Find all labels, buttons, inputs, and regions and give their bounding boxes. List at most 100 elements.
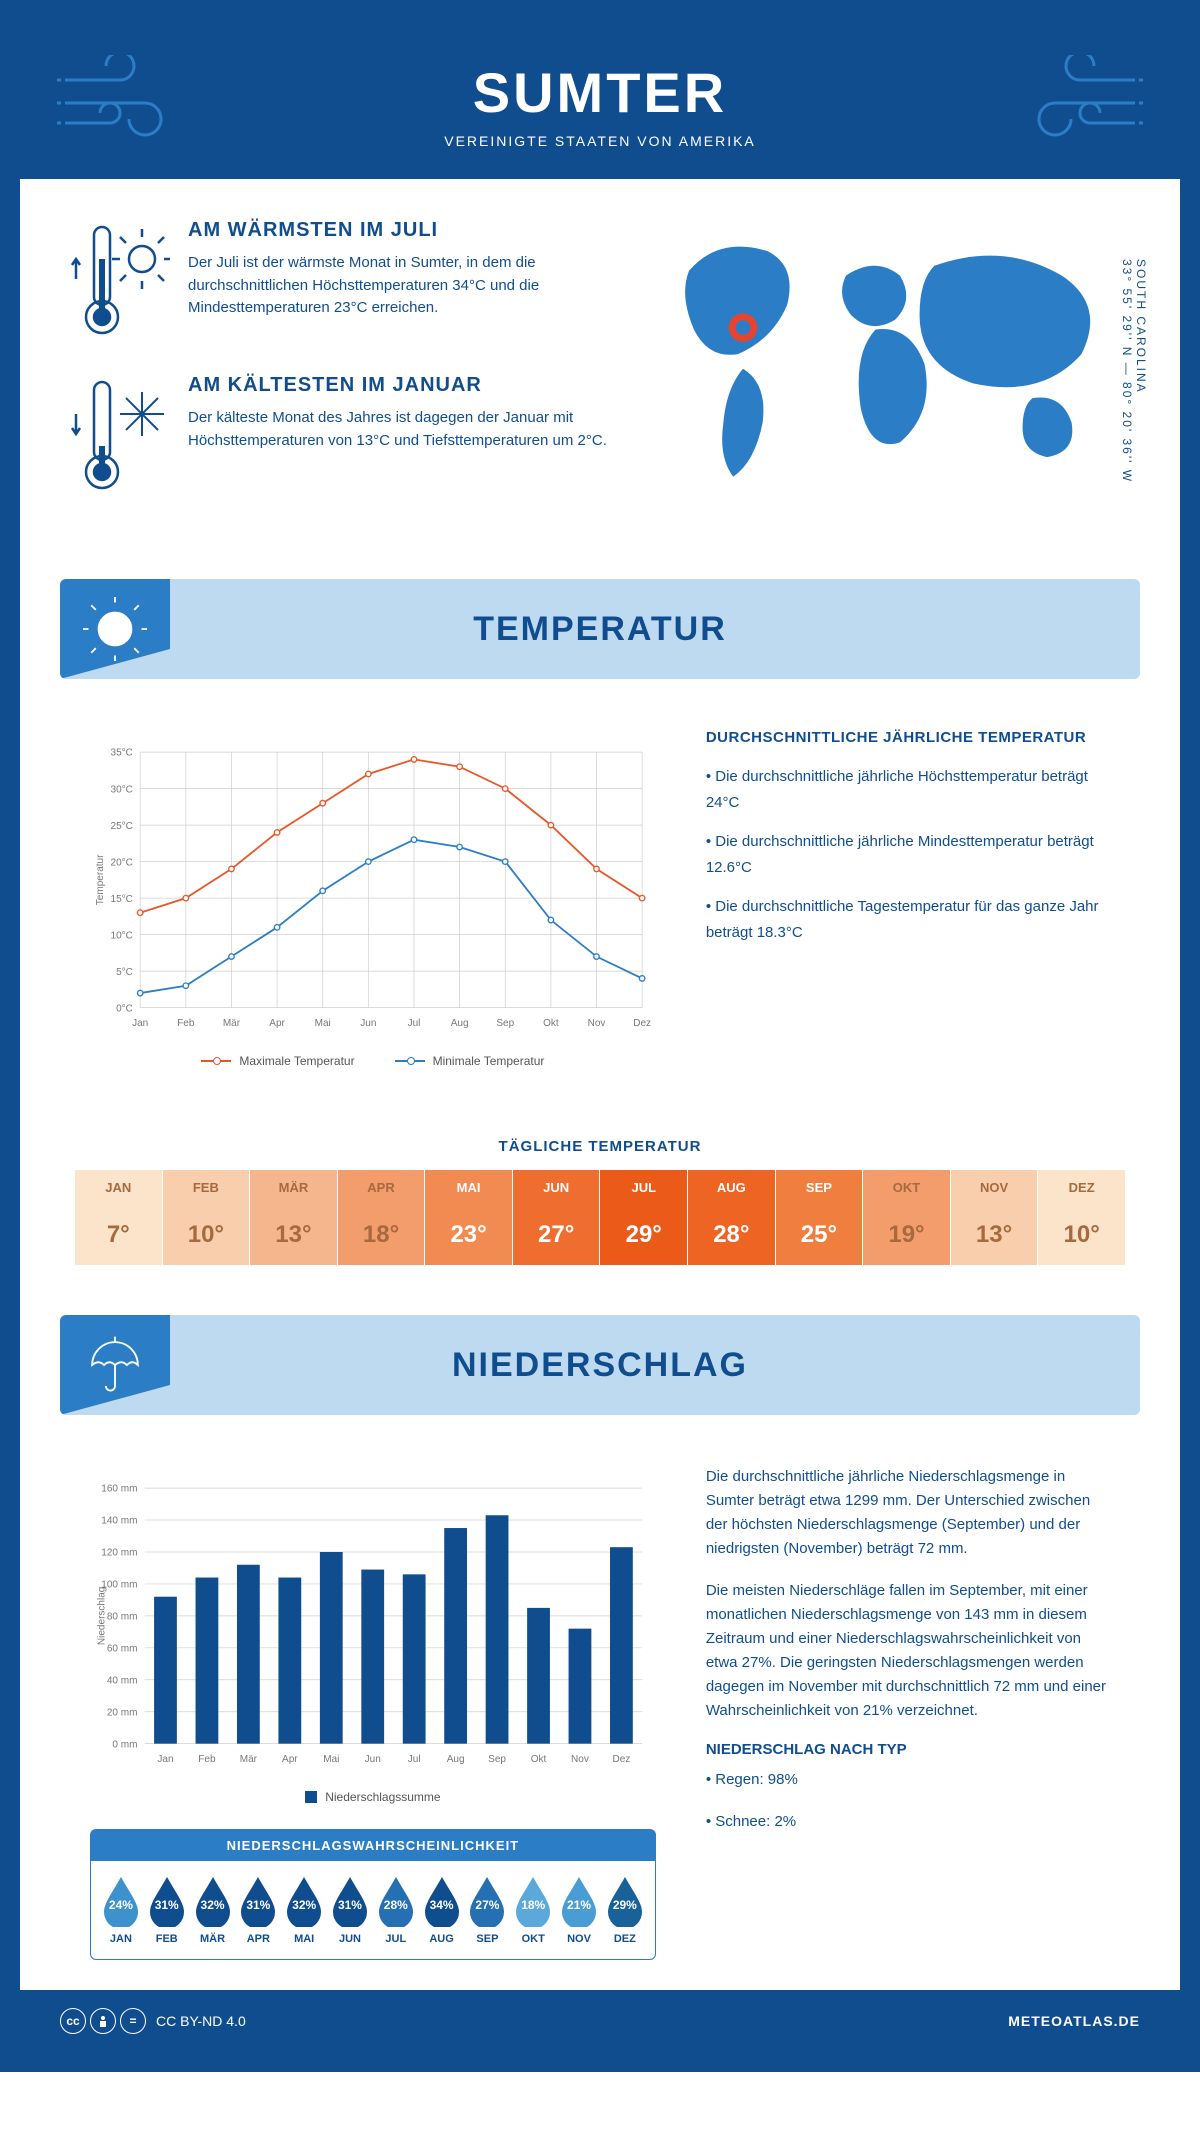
raindrop-icon: 34%: [421, 1875, 463, 1927]
facts: AM WÄRMSTEN IM JULI Der Juli ist der wär…: [70, 219, 610, 529]
precip-para: Die meisten Niederschläge fallen im Sept…: [706, 1579, 1110, 1723]
legend-min-label: Minimale Temperatur: [433, 1054, 545, 1068]
svg-text:60 mm: 60 mm: [107, 1643, 138, 1654]
section-temp-title: TEMPERATUR: [473, 610, 727, 649]
footer-site: METEOATLAS.DE: [1008, 2013, 1140, 2029]
temp-cell: JUL 29°: [600, 1170, 688, 1265]
prob-cell: 28% JUL: [374, 1875, 418, 1945]
temp-cell: NOV 13°: [951, 1170, 1039, 1265]
prob-value: 31%: [155, 1898, 179, 1912]
thermometer-snow-icon: [70, 374, 170, 499]
precip-para: Die durchschnittliche jährliche Niedersc…: [706, 1465, 1110, 1561]
prob-month: JUL: [374, 1933, 418, 1945]
prob-value: 34%: [430, 1898, 454, 1912]
temp-legend: Maximale Temperatur Minimale Temperatur: [90, 1054, 656, 1068]
world-map-icon: [640, 219, 1130, 499]
prob-month: AUG: [420, 1933, 464, 1945]
svg-text:0°C: 0°C: [116, 1003, 133, 1014]
fact-warm: AM WÄRMSTEN IM JULI Der Juli ist der wär…: [70, 219, 610, 344]
svg-text:160 mm: 160 mm: [101, 1484, 137, 1495]
precip-type-item: • Regen: 98%: [706, 1768, 1110, 1792]
fact-cold-title: AM KÄLTESTEN IM JANUAR: [188, 374, 610, 397]
prob-cell: 27% SEP: [466, 1875, 510, 1945]
prob-month: OKT: [511, 1933, 555, 1945]
svg-text:Dez: Dez: [613, 1754, 631, 1765]
prob-cell: 32% MAI: [282, 1875, 326, 1945]
prob-month: JAN: [99, 1933, 143, 1945]
svg-text:Temperatur: Temperatur: [95, 854, 106, 905]
cc-icons: cc =: [60, 2008, 146, 2034]
svg-text:Mär: Mär: [240, 1754, 258, 1765]
prob-value: 31%: [246, 1898, 270, 1912]
raindrop-icon: 24%: [100, 1875, 142, 1927]
temp-cell: FEB 10°: [163, 1170, 251, 1265]
legend-max: Maximale Temperatur: [201, 1054, 354, 1068]
svg-text:Aug: Aug: [451, 1018, 469, 1029]
prob-cell: 21% NOV: [557, 1875, 601, 1945]
legend-precip-label: Niederschlagssumme: [325, 1790, 440, 1804]
svg-text:Jan: Jan: [157, 1754, 173, 1765]
fact-cold: AM KÄLTESTEN IM JANUAR Der kälteste Mona…: [70, 374, 610, 499]
section-temp-bar: TEMPERATUR: [60, 579, 1140, 679]
prob-value: 32%: [292, 1898, 316, 1912]
legend-precip: Niederschlagssumme: [305, 1790, 440, 1804]
prob-value: 24%: [109, 1898, 133, 1912]
thermometer-sun-icon: [70, 219, 170, 344]
svg-text:Jun: Jun: [360, 1018, 376, 1029]
prob-cell: 24% JAN: [99, 1875, 143, 1945]
svg-text:5°C: 5°C: [116, 967, 133, 978]
svg-text:Niederschlag: Niederschlag: [97, 1587, 108, 1645]
precip-legend: Niederschlagssumme: [90, 1790, 656, 1804]
prob-cell: 31% APR: [236, 1875, 280, 1945]
raindrop-icon: 31%: [329, 1875, 371, 1927]
page-title: SUMTER: [40, 60, 1160, 125]
coords-state: SOUTH CAROLINA: [1134, 259, 1148, 394]
svg-text:Mär: Mär: [223, 1018, 241, 1029]
coords-value: 33° 55' 29'' N — 80° 20' 36'' W: [1120, 259, 1134, 483]
svg-text:120 mm: 120 mm: [101, 1548, 137, 1559]
temp-cell: OKT 19°: [863, 1170, 951, 1265]
prob-value: 31%: [338, 1898, 362, 1912]
temp-cell: JAN 7°: [75, 1170, 163, 1265]
svg-text:15°C: 15°C: [111, 894, 133, 905]
temp-cell: APR 18°: [338, 1170, 426, 1265]
svg-text:Mai: Mai: [323, 1754, 339, 1765]
svg-text:Aug: Aug: [447, 1754, 465, 1765]
temp-body: 0°C5°C10°C15°C20°C25°C30°C35°CJanFebMärA…: [20, 709, 1180, 1108]
temp-cell: SEP 25°: [776, 1170, 864, 1265]
prob-cell: 31% JUN: [328, 1875, 372, 1945]
legend-max-label: Maximale Temperatur: [239, 1054, 354, 1068]
temp-cell: DEZ 10°: [1038, 1170, 1125, 1265]
svg-text:80 mm: 80 mm: [107, 1612, 138, 1623]
raindrop-icon: 21%: [558, 1875, 600, 1927]
temp-text: DURCHSCHNITTLICHE JÄHRLICHE TEMPERATUR •…: [706, 729, 1110, 1068]
temp-bullet: • Die durchschnittliche jährliche Mindes…: [706, 829, 1110, 880]
fact-cold-text: AM KÄLTESTEN IM JANUAR Der kälteste Mona…: [188, 374, 610, 499]
prob-month: DEZ: [603, 1933, 647, 1945]
temp-bullet: • Die durchschnittliche jährliche Höchst…: [706, 764, 1110, 815]
coords-label: SOUTH CAROLINA 33° 55' 29'' N — 80° 20' …: [1120, 259, 1148, 483]
temp-text-heading: DURCHSCHNITTLICHE JÄHRLICHE TEMPERATUR: [706, 729, 1110, 746]
by-icon: [90, 2008, 116, 2034]
prob-month: JUN: [328, 1933, 372, 1945]
raindrop-icon: 31%: [237, 1875, 279, 1927]
svg-text:20°C: 20°C: [111, 857, 133, 868]
svg-text:Jul: Jul: [408, 1018, 421, 1029]
precip-prob-title: NIEDERSCHLAGSWAHRSCHEINLICHKEIT: [91, 1830, 655, 1861]
prob-month: FEB: [145, 1933, 189, 1945]
svg-text:0 mm: 0 mm: [112, 1739, 137, 1750]
page: SUMTER VEREINIGTE STAATEN VON AMERIKA AM…: [0, 0, 1200, 2072]
precip-text: Die durchschnittliche jährliche Niedersc…: [706, 1465, 1110, 1960]
svg-text:20 mm: 20 mm: [107, 1707, 138, 1718]
section-precip-title: NIEDERSCHLAG: [452, 1346, 748, 1385]
map-area: SOUTH CAROLINA 33° 55' 29'' N — 80° 20' …: [640, 219, 1130, 529]
prob-value: 29%: [613, 1898, 637, 1912]
umbrella-icon: [60, 1315, 170, 1415]
prob-cell: 18% OKT: [511, 1875, 555, 1945]
svg-text:25°C: 25°C: [111, 821, 133, 832]
raindrop-icon: 28%: [375, 1875, 417, 1927]
fact-cold-body: Der kälteste Monat des Jahres ist dagege…: [188, 407, 610, 452]
raindrop-icon: 18%: [512, 1875, 554, 1927]
svg-text:Nov: Nov: [588, 1018, 606, 1029]
intro-section: AM WÄRMSTEN IM JULI Der Juli ist der wär…: [20, 179, 1180, 559]
